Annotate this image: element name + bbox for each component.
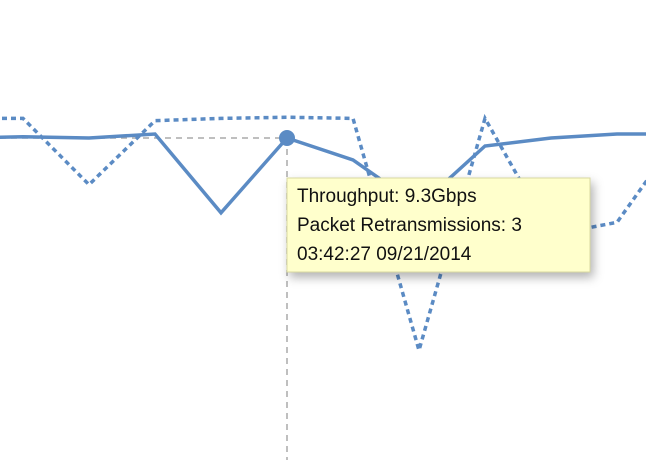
tooltip-line: 03:42:27 09/21/2014: [297, 244, 472, 265]
plot: [0, 113, 646, 460]
tooltip-line: Throughput: 9.3Gbps: [297, 186, 477, 207]
tooltip-box: [286, 177, 591, 273]
tooltip: Throughput: 9.3Gbps Packet Retransmissio…: [286, 177, 591, 273]
retransmissions-line: [0, 113, 646, 357]
throughput-line: [0, 132, 646, 216]
tooltip-line: Packet Retransmissions: 3: [297, 215, 522, 236]
highlight-point: [279, 130, 295, 146]
